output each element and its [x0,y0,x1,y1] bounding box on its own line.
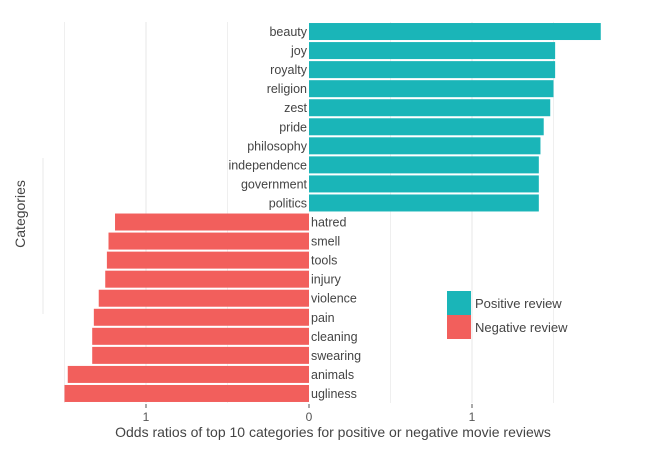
category-label-government: government [241,177,308,191]
category-label-hatred: hatred [311,216,346,230]
legend-swatch-0 [447,291,471,315]
category-label-zest: zest [284,101,307,115]
bar-joy [309,42,556,60]
bar-tools [106,251,309,269]
bar-pride [309,118,544,136]
bar-cleaning [92,327,310,345]
bar-violence [98,289,309,307]
bar-government [309,175,539,193]
category-label-philosophy: philosophy [247,139,308,153]
category-label-swearing: swearing [311,349,361,363]
bar-independence [309,156,539,174]
bar-zest [309,99,551,117]
category-label-animals: animals [311,368,354,382]
x-axis: 1 0 1 [143,404,476,424]
grid-lines [64,22,554,403]
x-axis-title: Odds ratios of top 10 categories for pos… [115,424,551,440]
legend: Positive review Negative review [447,291,568,339]
category-label-beauty: beauty [269,25,307,39]
bar-beauty [309,23,601,41]
category-label-smell: smell [311,235,340,249]
bar-animals [67,365,309,383]
bar-philosophy [309,137,541,155]
y-axis-title: Categories [12,180,28,248]
x-tick-label-2: 1 [469,410,476,424]
legend-label-1: Negative review [475,320,568,335]
category-label-tools: tools [311,254,337,268]
bar-religion [309,80,554,98]
bar-ugliness [64,384,309,402]
category-label-ugliness: ugliness [311,387,357,401]
category-label-cleaning: cleaning [311,330,358,344]
bar-swearing [92,346,310,364]
bar-politics [309,194,539,212]
category-labels: beauty joy royalty religion zest pride philoso… [228,25,361,401]
bar-royalty [309,61,556,79]
category-label-politics: politics [269,196,307,210]
bar-smell [108,232,309,250]
x-tick-label-1: 0 [306,410,313,424]
category-label-religion: religion [267,82,307,96]
category-label-royalty: royalty [270,63,308,77]
bar-pain [93,308,309,326]
category-label-pride: pride [279,120,307,134]
x-tick-label-0: 1 [143,410,150,424]
category-label-injury: injury [311,273,342,287]
legend-label-0: Positive review [475,296,562,311]
category-label-independence: independence [228,158,307,172]
bar-hatred [115,213,309,231]
bar-injury [105,270,309,288]
bars [64,23,601,402]
category-label-pain: pain [311,311,335,325]
category-label-joy: joy [290,44,308,58]
category-label-violence: violence [311,292,357,306]
legend-swatch-1 [447,315,471,339]
